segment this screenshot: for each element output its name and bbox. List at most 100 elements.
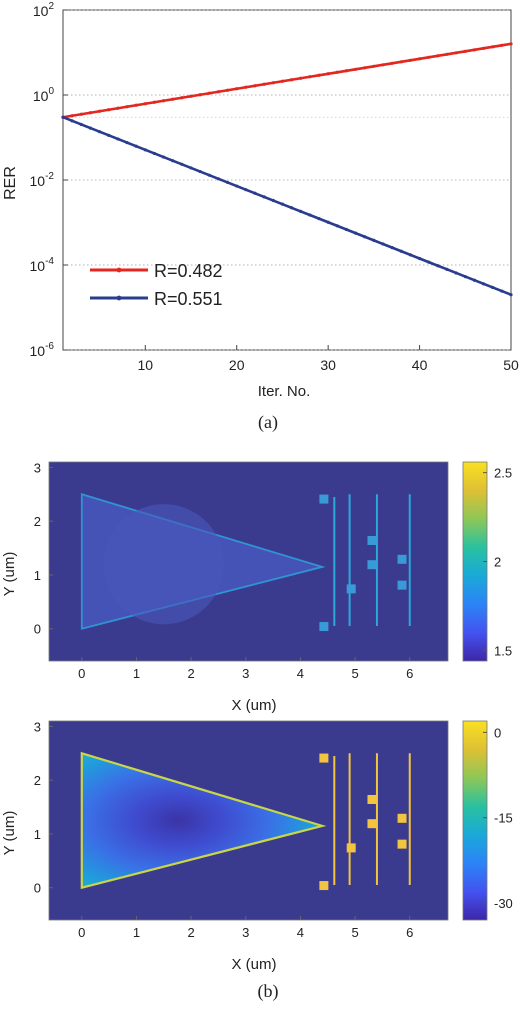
series-point [353, 67, 358, 71]
series-point [70, 119, 74, 123]
series-point [171, 159, 175, 163]
x-tick-label: 6 [406, 925, 413, 940]
series-point [509, 293, 513, 297]
x-tick-label: 2 [187, 666, 194, 681]
x-tick-label: 5 [351, 666, 358, 681]
rer-y-ticks: 102 100 10-2 10-4 10-6 [30, 1, 68, 359]
rer-series [61, 42, 513, 297]
series-point [107, 108, 111, 112]
series-point [180, 162, 184, 166]
legend-red-marker [116, 267, 122, 273]
x-tick-label: 1 [133, 925, 140, 940]
series-point [445, 52, 449, 56]
series-point [481, 46, 486, 50]
y-tick-label: 10-4 [30, 256, 55, 274]
x-tick-label: 30 [320, 357, 336, 373]
series-point [344, 227, 349, 232]
series-point [399, 249, 403, 253]
field-colorbar: 0 -15 -30 [462, 720, 513, 921]
y-tick-label: 1 [34, 827, 41, 842]
rer-x-ticks: 10 20 30 40 50 [137, 345, 519, 373]
grating-block [367, 560, 377, 570]
index-map-ticks: 0 1 2 3 4 5 6 0 1 2 3 [34, 460, 414, 681]
colorbar-tick-label: 1.5 [494, 643, 512, 658]
index-map-x-label: X (um) [232, 697, 277, 714]
series-point [235, 87, 239, 91]
y-tick-label: 3 [34, 719, 41, 734]
series-point [88, 111, 93, 115]
grating-block [319, 622, 329, 632]
series-point [171, 97, 175, 101]
series-point [116, 137, 120, 141]
series-point [390, 61, 394, 65]
waveguide-shading [103, 504, 224, 625]
series-point [344, 69, 349, 73]
series-point [253, 84, 257, 88]
series-point [161, 155, 166, 159]
series-point [372, 64, 376, 68]
x-tick-label: 5 [351, 925, 358, 940]
y-tick-label: 3 [34, 460, 41, 475]
index-colorbar: 2.5 2 1.5 [462, 461, 512, 662]
series-point [280, 79, 285, 83]
panel-a-label: (a) [258, 412, 278, 433]
colorbar-tick-label: -30 [494, 896, 513, 911]
series-point [143, 102, 147, 106]
colorbar-tick-label: -15 [494, 811, 513, 826]
series-point [353, 231, 358, 235]
series-point [244, 188, 248, 192]
series-point [381, 63, 385, 67]
legend-entry-blue: R=0.551 [90, 289, 223, 309]
series-point [289, 78, 294, 82]
x-tick-label: 0 [78, 666, 85, 681]
series-point [372, 238, 376, 242]
series-point [161, 99, 166, 103]
series-point [491, 45, 495, 49]
grating-block [346, 843, 356, 853]
legend-red-label: R=0.482 [154, 261, 223, 281]
legend-entry-red: R=0.482 [90, 261, 223, 281]
series-point [317, 73, 321, 77]
grating-block [397, 580, 407, 590]
series-point [97, 109, 102, 113]
tapered-waveguide [80, 751, 327, 890]
series-point [500, 43, 504, 47]
x-tick-label: 1 [133, 666, 140, 681]
series-point [427, 55, 431, 59]
series-point [125, 140, 129, 145]
field-map-ticks: 0 1 2 3 4 5 6 0 1 2 3 [34, 719, 414, 940]
series-point [107, 133, 111, 137]
series-point [491, 285, 495, 290]
colorbar-tick-label: 2.5 [494, 466, 512, 481]
field-map-plot: 0 1 2 3 4 5 6 0 1 2 3 X (um) Y (um) 0 -15 -30 [1, 719, 513, 973]
series-point [134, 103, 138, 107]
grating-block [367, 794, 377, 804]
series-point [299, 76, 303, 80]
series-point [463, 274, 467, 279]
series-point [198, 93, 202, 97]
y-tick-label: 100 [33, 86, 55, 104]
series-point [308, 213, 312, 217]
series-line-2 [62, 116, 512, 296]
grating-block [397, 813, 407, 823]
series-point [326, 72, 330, 76]
y-tick-label: 10-2 [30, 171, 55, 189]
legend-blue-marker [116, 295, 122, 301]
x-tick-label: 3 [242, 666, 249, 681]
legend-blue-label: R=0.551 [154, 289, 223, 309]
series-point [216, 90, 221, 94]
series-point [335, 224, 339, 228]
x-tick-label: 4 [297, 925, 304, 940]
series-point [363, 66, 367, 70]
series-point [481, 282, 486, 286]
series-point [417, 57, 422, 61]
series-point [317, 217, 321, 221]
series-point [436, 54, 440, 58]
series-point [271, 81, 275, 85]
rer-legend: R=0.482 R=0.551 [90, 261, 223, 309]
series-point [408, 253, 413, 257]
series-point [216, 177, 221, 181]
series-point [134, 144, 138, 148]
y-tick-label: 0 [34, 622, 41, 637]
